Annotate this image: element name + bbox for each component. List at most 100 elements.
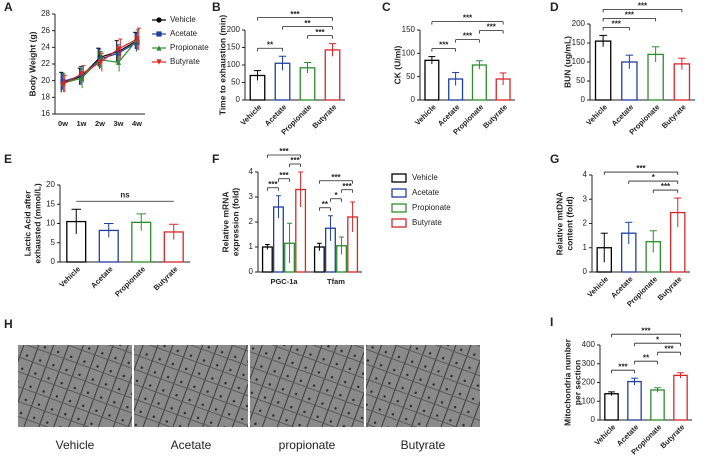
y-tick-label: 50 (231, 78, 240, 87)
y-tick-label: 20 (46, 180, 55, 189)
y-axis-label: per section (572, 360, 582, 405)
bar (627, 380, 642, 421)
y-tick-label: 10 (46, 219, 55, 228)
legend-label: Butyrate (170, 57, 200, 66)
marker (134, 36, 140, 42)
significance-label: *** (342, 182, 352, 191)
bar (620, 232, 637, 273)
y-axis-label: Time to exhaustion (min) (217, 15, 227, 116)
y-tick-label: 28 (41, 9, 50, 18)
bar (272, 206, 284, 273)
significance-label: *** (268, 180, 278, 189)
marker (156, 17, 162, 23)
y-axis-label: Lactic Acid after (22, 190, 32, 257)
micrograph (250, 345, 364, 427)
significance-label: * (334, 191, 338, 200)
bar (163, 231, 184, 263)
panel-letter: D (550, 0, 559, 14)
marker (156, 45, 162, 51)
legend-swatch (391, 203, 407, 213)
legend-swatch (391, 218, 407, 228)
y-tick-label: 150 (227, 43, 241, 52)
y-axis-label: CK (U/ml) (392, 45, 402, 84)
marker (97, 59, 103, 65)
y-tick-label: 1 (583, 243, 588, 252)
legend-swatch (391, 173, 407, 183)
y-tick-label: 150 (572, 38, 586, 47)
bar (324, 227, 336, 273)
legend-swatch (391, 188, 407, 198)
legend-label: Propionate (170, 43, 209, 52)
significance-label: *** (664, 344, 674, 353)
y-tick-label: 50 (406, 72, 415, 81)
y-tick-label: 2 (583, 219, 588, 228)
bar (299, 67, 316, 101)
significance-label: *** (636, 164, 646, 173)
significance-label: *** (279, 171, 289, 180)
y-tick-label: 400 (582, 340, 596, 349)
legend-label: Vehicle (412, 173, 438, 182)
significance-label: *** (290, 156, 300, 165)
image-label: Acetate (171, 438, 212, 452)
significance-label: * (656, 335, 660, 344)
y-tick-label: 50 (576, 76, 585, 85)
y-tick-label: 0 (581, 95, 586, 104)
y-tick-label: 15 (46, 199, 55, 208)
marker (115, 59, 122, 65)
significance-label: *** (439, 41, 449, 50)
bar (604, 393, 619, 421)
y-axis-label: expression (fold) (230, 188, 240, 257)
panel-letter: C (382, 0, 391, 14)
significance-label: *** (641, 326, 651, 335)
y-tick-label: 18 (41, 92, 50, 101)
bar (673, 374, 688, 421)
bar (295, 188, 307, 273)
bar (673, 63, 691, 101)
x-tick-label: Vehicle (413, 102, 438, 127)
marker (78, 71, 85, 77)
significance-label: ** (267, 40, 274, 49)
y-tick-label: 100 (227, 60, 241, 69)
panel-letter: H (4, 317, 13, 331)
y-tick-label: 0 (249, 267, 254, 276)
legend-label: Vehicle (170, 15, 196, 24)
significance-label: *** (463, 32, 473, 41)
significance-label: *** (331, 173, 341, 182)
y-axis-label: Body Weight (g) (27, 31, 37, 96)
y-tick-label: 200 (582, 378, 596, 387)
bar (645, 241, 662, 273)
bar (621, 61, 638, 101)
y-tick-label: 0 (51, 257, 56, 266)
bar (669, 211, 686, 273)
marker (156, 59, 162, 65)
y-tick-label: 22 (41, 59, 50, 68)
significance-label: *** (487, 23, 497, 32)
y-tick-label: 150 (402, 25, 416, 34)
image-label: propionate (279, 438, 336, 452)
x-tick-label: Vehicle (584, 102, 609, 127)
bar (261, 246, 273, 273)
y-axis-label: Relative mtDNA (554, 192, 564, 256)
image-label: Butyrate (401, 438, 446, 452)
y-tick-label: 3 (583, 194, 588, 203)
x-tick-label: 1w (76, 119, 86, 128)
y-axis-label: BUN (ug/mL) (562, 36, 572, 88)
y-tick-label: 100 (582, 396, 596, 405)
y-tick-label: 24 (41, 42, 50, 51)
y-tick-label: 16 (41, 109, 50, 118)
marker (115, 46, 122, 52)
x-tick-label: Vehicle (57, 264, 82, 289)
y-tick-label: 100 (402, 48, 416, 57)
bar (424, 59, 440, 101)
y-tick-label: 0 (591, 415, 596, 424)
x-tick-label: Butyrate (152, 264, 180, 292)
significance-label: ** (643, 353, 650, 362)
y-axis-label: content (fold) (564, 196, 574, 250)
x-tick-label: 3w (113, 119, 123, 128)
y-tick-label: 300 (582, 359, 596, 368)
x-tick-label: Butyrate (481, 102, 509, 130)
y-tick-label: 200 (227, 25, 241, 34)
y-tick-label: 2 (249, 217, 254, 226)
y-tick-label: 0 (583, 267, 588, 276)
